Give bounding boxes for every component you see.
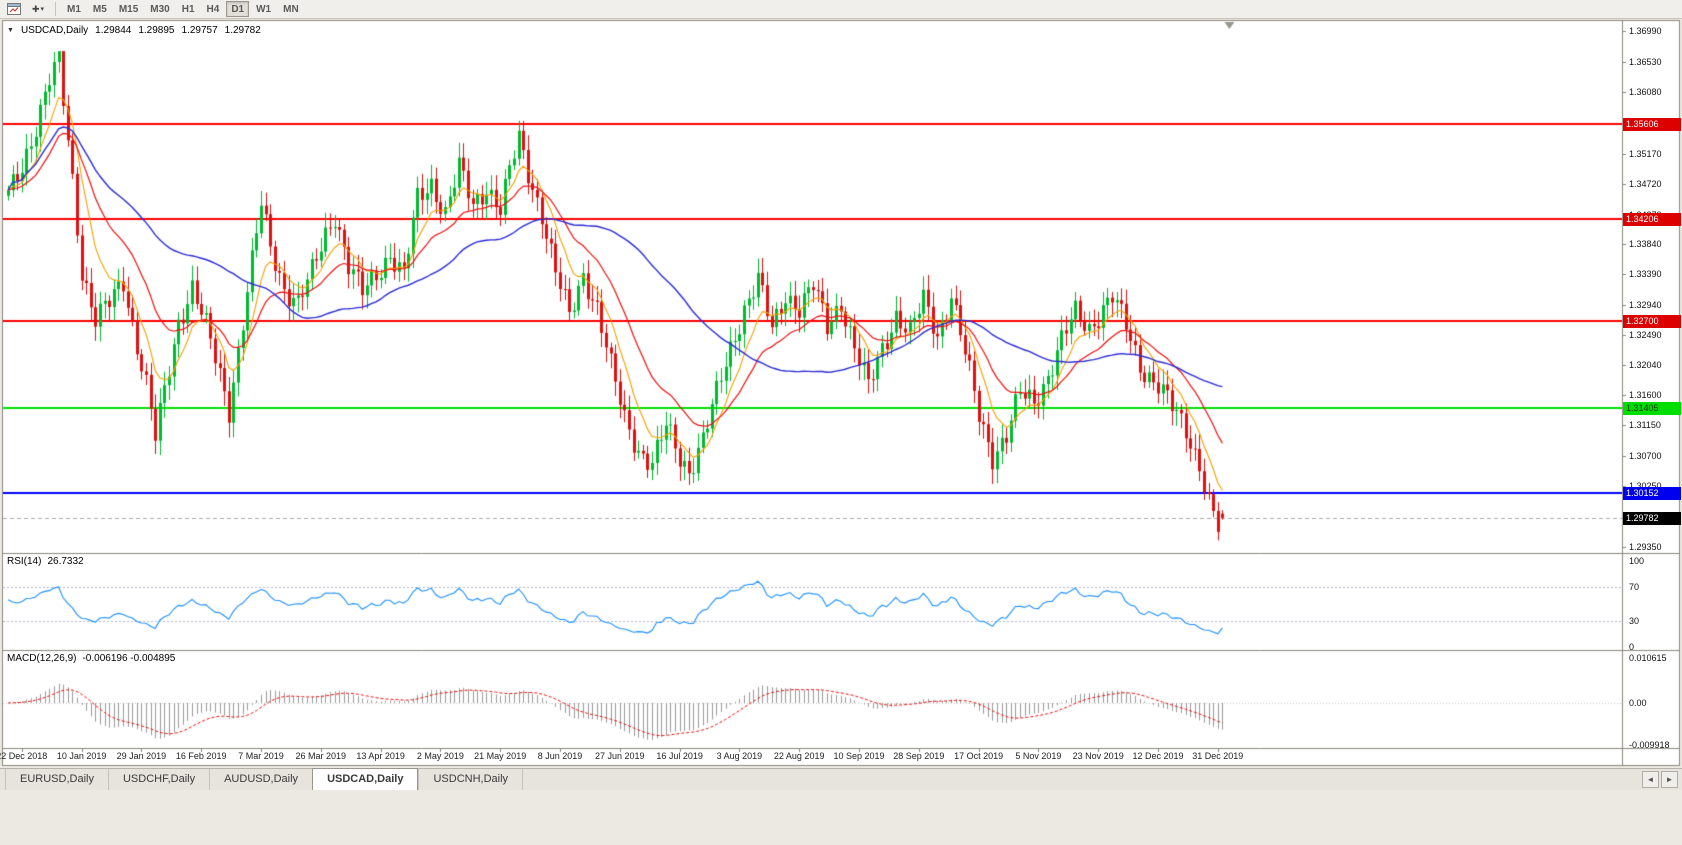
timeframe-buttons: M1 M5 M15 M30 H1 H4 D1 W1 MN (62, 1, 304, 17)
macd-name: MACD(12,26,9) (7, 653, 77, 664)
toolbar-separator (55, 2, 56, 16)
chart-tabs-bar: EURUSD,Daily USDCHF,Daily AUDUSD,Daily USDC… (0, 768, 1682, 790)
timeframe-button-h1[interactable]: H1 (177, 1, 200, 17)
toolbar: ✚ ▾ M1 M5 M15 M30 H1 H4 D1 W1 MN (0, 0, 1682, 19)
tab-eurusd[interactable]: EURUSD,Daily (5, 769, 108, 790)
timeframe-button-m5[interactable]: M5 (88, 1, 112, 17)
timeframe-button-h4[interactable]: H4 (202, 1, 225, 17)
timeframe-button-w1[interactable]: W1 (251, 1, 276, 17)
timeframe-button-m1[interactable]: M1 (62, 1, 86, 17)
timeframe-button-m30[interactable]: M30 (145, 1, 174, 17)
rsi-value: 26.7332 (47, 556, 84, 567)
timeframe-button-d1[interactable]: D1 (226, 1, 250, 17)
macd-values: -0.006196 -0.004895 (82, 653, 176, 664)
tab-usdcad[interactable]: USDCAD,Daily (312, 768, 419, 790)
chart-title: ▼ USDCAD,Daily 1.29844 1.29895 1.29757 1… (7, 25, 261, 36)
chart-symbol-label: USDCAD,Daily (20, 25, 89, 36)
chart-high-value: 1.29895 (138, 25, 175, 36)
chart-window-button[interactable] (3, 1, 25, 17)
tab-scroll-right-icon: ► (1665, 775, 1674, 784)
tab-scroll-buttons: ◄ ► (1642, 771, 1678, 788)
timeframe-button-mn[interactable]: MN (278, 1, 304, 17)
tab-audusd[interactable]: AUDUSD,Daily (209, 769, 313, 790)
chart-menu-icon[interactable]: ▼ (7, 27, 14, 34)
chart-low-value: 1.29757 (181, 25, 218, 36)
timeframe-button-m15[interactable]: M15 (114, 1, 143, 17)
chart-window-icon (7, 3, 21, 15)
tab-usdcnh[interactable]: USDCNH,Daily (418, 769, 524, 790)
macd-indicator-label: MACD(12,26,9) -0.006196 -0.004895 (7, 653, 175, 664)
dropdown-arrow-icon: ▾ (40, 6, 45, 13)
chart-tabs: EURUSD,Daily USDCHF,Daily AUDUSD,Daily USDC… (5, 768, 524, 790)
tab-usdchf[interactable]: USDCHF,Daily (107, 769, 210, 790)
rsi-name: RSI(14) (7, 556, 42, 567)
cursor-icon: ✚ (31, 3, 40, 14)
chart-close-value: 1.29782 (224, 25, 261, 36)
tab-scroll-left-icon: ◄ (1646, 775, 1655, 784)
tab-scroll-right-button[interactable]: ► (1661, 771, 1678, 788)
cursor-tool-button[interactable]: ✚ ▾ (27, 1, 49, 17)
rsi-indicator-label: RSI(14) 26.7332 (7, 556, 84, 567)
chart-open-value: 1.29844 (95, 25, 132, 36)
tab-scroll-left-button[interactable]: ◄ (1642, 771, 1659, 788)
